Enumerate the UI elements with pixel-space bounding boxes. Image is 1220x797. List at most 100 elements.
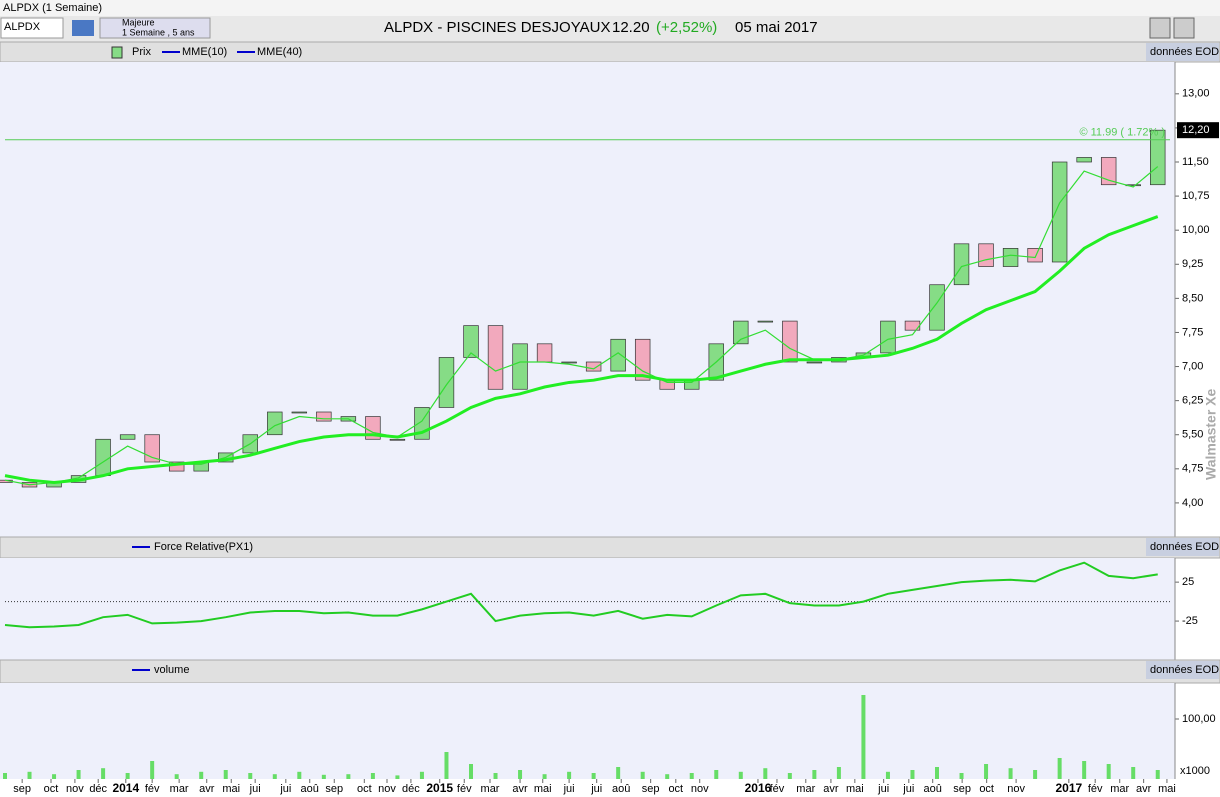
legend-icon [111, 46, 123, 59]
x-tick-label: sep [642, 783, 660, 795]
volume-bar [836, 767, 841, 779]
group-box[interactable] [99, 17, 211, 39]
price: 12.20 [612, 19, 650, 36]
y-tick-label: 10,00 [1182, 224, 1210, 236]
volume-bar [76, 770, 81, 779]
x-tick-label: mar [796, 783, 815, 795]
volume-bar [861, 695, 866, 779]
volume-bar [787, 773, 792, 779]
volume-bar [959, 773, 964, 779]
chart-title: ALPDX - PISCINES DESJOYAUX [384, 19, 610, 36]
x-tick-label: jui [590, 783, 602, 795]
volume-bar [52, 774, 57, 779]
legend-label: MME(10) [182, 46, 227, 58]
indicator-line [4, 561, 1158, 629]
candle [782, 320, 798, 363]
y-tick-label: 7,75 [1182, 326, 1203, 338]
last-price-tag [1177, 122, 1219, 139]
source-label: données EOD [1150, 664, 1219, 676]
close-button[interactable] [1173, 17, 1195, 39]
unit-label: x1000 [1180, 765, 1210, 777]
candle [610, 338, 626, 372]
volume-bar [370, 773, 375, 779]
legend-label: Prix [132, 46, 151, 58]
last-price-label: 12,20 [1182, 124, 1210, 136]
volume-bar [763, 768, 768, 779]
volume-bar [272, 774, 277, 779]
volume-bar [27, 771, 32, 779]
candle [438, 357, 455, 408]
candle [585, 361, 602, 372]
x-tick-label: mai [222, 783, 240, 795]
volume-bar [689, 773, 694, 779]
x-axis-band [0, 779, 1175, 797]
volume-bar [469, 764, 473, 779]
x-tick-label: 2014 [112, 781, 139, 795]
source-box [1146, 661, 1219, 679]
x-tick-label: avr [1136, 783, 1152, 795]
x-tick-label: 2017 [1055, 781, 1082, 795]
candle [929, 284, 945, 331]
volume-bar [567, 771, 572, 779]
volume-bar [101, 768, 106, 779]
ma-line [4, 215, 1159, 484]
x-tick-label: nov [378, 783, 396, 795]
volume-bar [738, 771, 743, 779]
volume-bar [395, 775, 400, 779]
y-tick-label: 4,00 [1182, 497, 1203, 509]
candle [1150, 129, 1166, 186]
x-tick-label: oct [44, 783, 59, 795]
volume-bar [1008, 768, 1013, 779]
period: 1 Semaine , 5 ans [122, 27, 195, 37]
plot-area [0, 558, 1175, 660]
x-tick-label: mar [170, 783, 189, 795]
book-icon[interactable] [72, 20, 94, 36]
volume-bar [346, 774, 351, 779]
x-tick-label: sep [953, 783, 971, 795]
y-tick-label: 13,00 [1182, 88, 1210, 100]
candle [389, 438, 406, 441]
x-tick-label: fév [770, 783, 785, 795]
volume-bar [542, 774, 547, 779]
volume-bar [223, 770, 228, 779]
group: Majeure [122, 17, 155, 27]
volume-bar [665, 774, 670, 779]
plot-area [0, 62, 1175, 537]
volume-bar [1033, 770, 1038, 779]
y-tick-label: 11,50 [1182, 156, 1209, 168]
legend-label: Force Relative(PX1) [154, 541, 253, 553]
x-tick-label: jui [877, 783, 889, 795]
x-tick-label: nov [691, 783, 709, 795]
minimize-button[interactable] [1149, 17, 1171, 39]
source-box [1146, 538, 1219, 556]
x-tick-label: jui [902, 783, 914, 795]
x-tick-label: mai [846, 783, 864, 795]
x-tick-label: jui [249, 783, 261, 795]
y-tick-label: 9,25 [1182, 258, 1203, 270]
candle [757, 320, 774, 323]
x-tick-label: déc [402, 783, 420, 795]
x-tick-label: mar [1110, 783, 1129, 795]
volume-bar [1057, 758, 1062, 779]
candle [316, 411, 332, 422]
volume-bar [616, 767, 621, 779]
title-bar [0, 0, 1220, 16]
candle [512, 343, 528, 390]
x-tick-label: fév [1088, 783, 1103, 795]
volume-bar [935, 767, 939, 779]
x-tick-label: nov [66, 783, 84, 795]
symbol-box[interactable] [0, 17, 64, 39]
y-tick-label: 25 [1182, 576, 1194, 588]
x-tick-label: aoû [612, 783, 630, 795]
legend-label: MME(40) [257, 46, 302, 58]
volume-bar [984, 764, 989, 779]
source-label: données EOD [1150, 46, 1219, 58]
candle [1027, 248, 1043, 263]
plot-area [0, 683, 1175, 779]
y-tick-label: -25 [1182, 615, 1198, 627]
volume-bar [444, 752, 449, 779]
y-tick-label: 6,25 [1182, 395, 1203, 407]
y-tick-label: 7,00 [1182, 360, 1203, 372]
x-tick-label: fév [145, 783, 160, 795]
